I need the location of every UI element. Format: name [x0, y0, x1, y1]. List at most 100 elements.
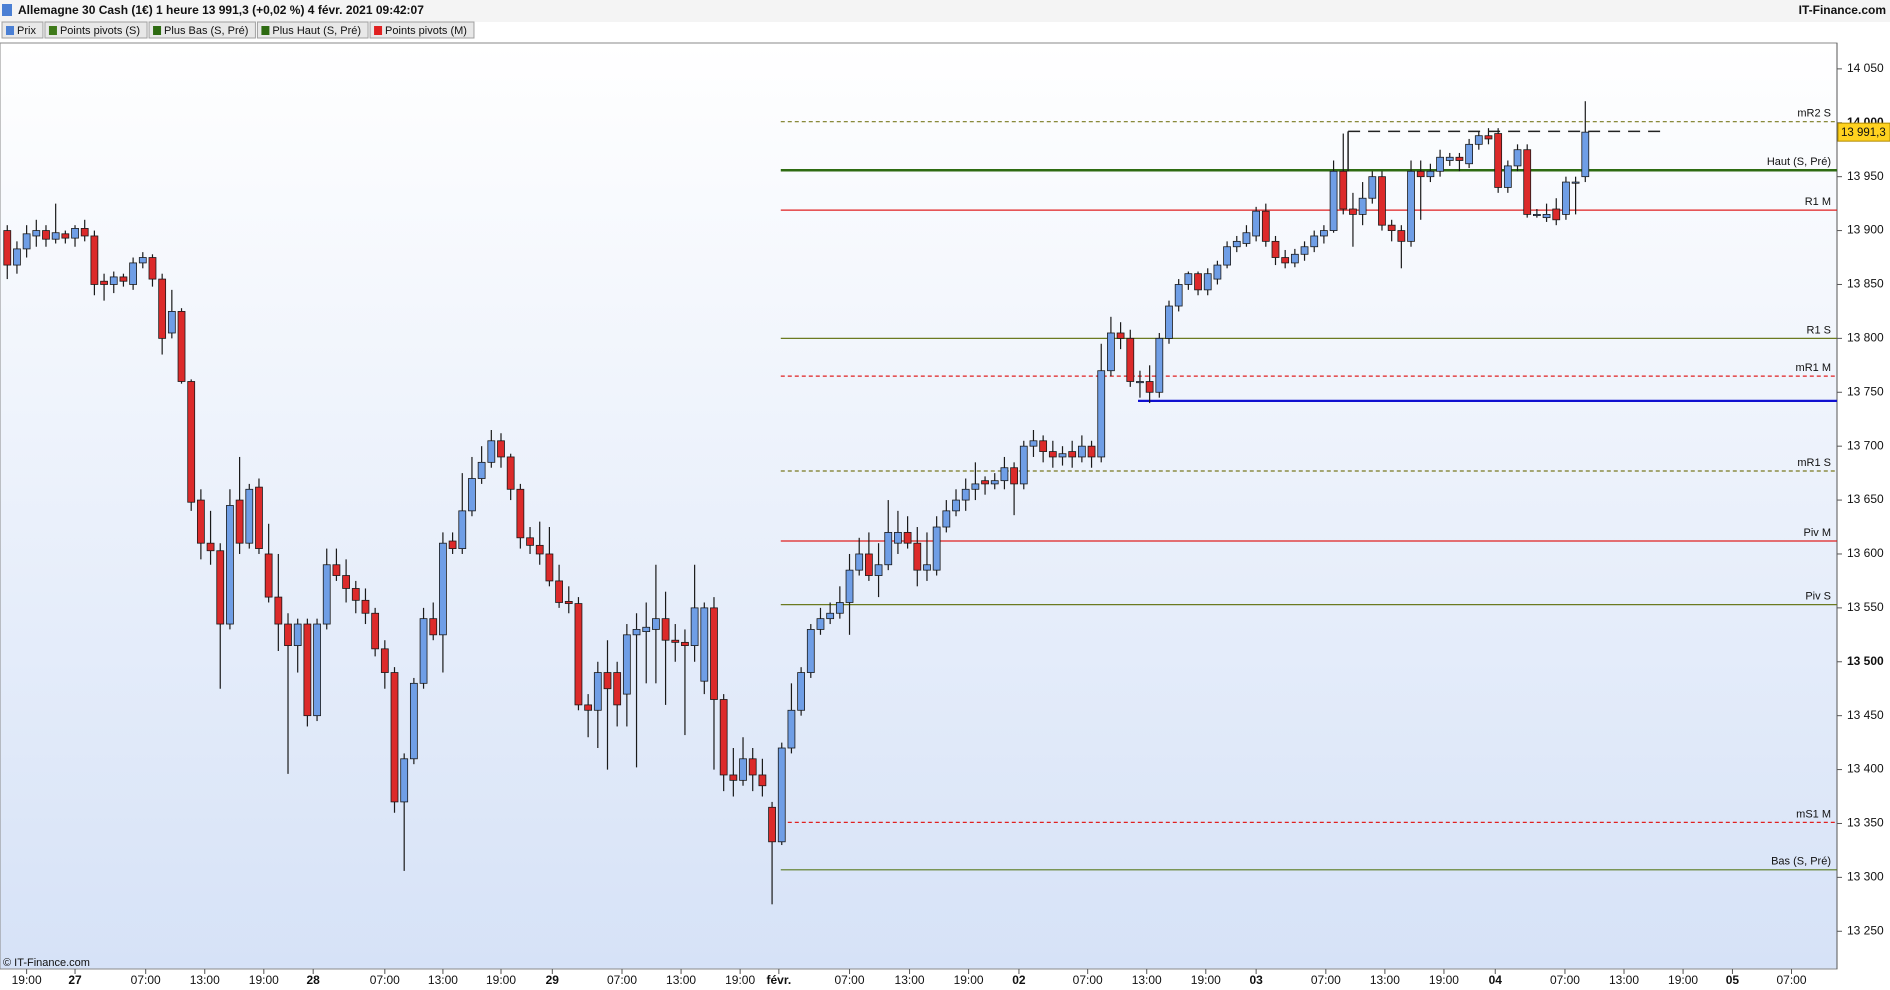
pivot-label: R1 M — [1805, 196, 1831, 208]
legend-swatch — [153, 26, 162, 35]
legend-button — [44, 21, 148, 39]
candle-body — [1581, 131, 1590, 178]
candle-body — [1155, 337, 1164, 393]
candle-body — [961, 488, 970, 501]
candle-body — [603, 672, 612, 690]
candle-body — [1474, 135, 1483, 145]
candle-body — [1145, 381, 1154, 393]
candle-body — [1019, 445, 1028, 485]
candle-body — [1232, 240, 1241, 248]
y-tick-label: 13 400 — [1847, 762, 1884, 776]
candle-body — [371, 612, 380, 650]
candle-body — [1058, 453, 1067, 458]
candle-body — [90, 235, 99, 285]
candle-body — [1213, 264, 1222, 280]
candle-body — [923, 564, 931, 571]
header-icon — [2, 4, 12, 16]
y-tick-label: 13 900 — [1847, 223, 1884, 237]
candle-body — [167, 311, 176, 334]
candle-body — [1000, 467, 1009, 482]
candle-body — [1136, 381, 1144, 384]
candle-body — [477, 461, 486, 479]
candle-body — [71, 228, 79, 239]
candle-body — [196, 499, 205, 544]
candle-body — [1310, 235, 1319, 248]
x-tick-label: 19:00 — [725, 973, 755, 987]
candle-body — [835, 602, 844, 614]
candle-body — [1097, 370, 1106, 458]
candle-body — [109, 276, 118, 285]
candle-body — [758, 774, 767, 787]
candle-body — [855, 553, 864, 571]
x-tick-label: 07:00 — [1311, 973, 1341, 987]
x-tick-label: 19:00 — [1429, 973, 1459, 987]
candle-body — [681, 641, 689, 647]
candle-body — [3, 230, 12, 266]
candle-body — [1116, 332, 1125, 339]
x-tick-label: 02 — [1012, 973, 1026, 987]
candle-body — [1387, 224, 1396, 231]
candle-body — [1087, 445, 1096, 458]
legend-item: Points pivots (M) — [369, 21, 475, 39]
candle-body — [506, 456, 515, 490]
candle-body — [719, 699, 728, 776]
x-tick-label: 13:00 — [1609, 973, 1639, 987]
candle-body — [1329, 170, 1338, 231]
candle-body — [80, 228, 89, 237]
candle-body — [1010, 467, 1018, 485]
x-tick-label: 13:00 — [190, 973, 220, 987]
candle-body — [22, 233, 31, 250]
x-tick-label: 07:00 — [131, 973, 161, 987]
candle-body — [1455, 156, 1464, 161]
x-tick-label: 19:00 — [249, 973, 279, 987]
pivot-label: Piv M — [1804, 527, 1832, 539]
x-tick-label: 03 — [1249, 973, 1263, 987]
candle-body — [971, 483, 980, 490]
candle-body — [584, 704, 593, 711]
candle-body — [1436, 156, 1444, 172]
candle-body — [1261, 210, 1270, 242]
candle-body — [400, 758, 409, 803]
candle-body — [342, 575, 350, 589]
candle-body — [100, 280, 108, 285]
candle-body — [787, 709, 796, 749]
legend-item: Plus Haut (S, Pré) — [256, 21, 369, 39]
candle-body — [264, 553, 273, 598]
candle-body — [1174, 284, 1183, 307]
candle-body — [458, 510, 467, 549]
candle-body — [1503, 165, 1512, 188]
candle-body — [797, 672, 806, 711]
legend-item: Plus Bas (S, Pré) — [148, 21, 256, 39]
candle-body — [487, 440, 496, 463]
candle-body — [1242, 232, 1251, 244]
candle-body — [632, 629, 641, 636]
candle-body — [187, 381, 196, 503]
x-tick-label: 07:00 — [370, 973, 400, 987]
candle-body — [216, 550, 225, 625]
candle-body — [671, 639, 680, 643]
candle-body — [1542, 214, 1551, 219]
candle-body — [1339, 170, 1348, 210]
candle-body — [661, 618, 670, 641]
x-tick-label: 13:00 — [1370, 973, 1400, 987]
candle-body — [284, 623, 292, 647]
candle-body — [322, 564, 331, 625]
y-tick-label: 13 450 — [1847, 708, 1884, 722]
candle-body — [1077, 445, 1086, 458]
candle-body — [235, 499, 244, 544]
footer: © IT-Finance.com — [3, 957, 90, 969]
last-price-box — [1837, 122, 1890, 142]
candle-body — [516, 488, 525, 539]
candle-body — [990, 480, 999, 485]
x-tick-label: 13:00 — [895, 973, 925, 987]
candle-body — [903, 532, 912, 544]
y-tick-label: 13 300 — [1847, 870, 1884, 884]
y-tick-label: 13 800 — [1847, 331, 1884, 345]
candle-body — [981, 480, 989, 485]
candle-body — [177, 311, 186, 382]
header-source: IT-Finance.com — [1799, 3, 1886, 17]
pivot-label: mR2 S — [1797, 108, 1831, 120]
candle-body — [226, 505, 234, 625]
candle-body — [894, 532, 902, 544]
x-tick-label: 07:00 — [1776, 973, 1806, 987]
